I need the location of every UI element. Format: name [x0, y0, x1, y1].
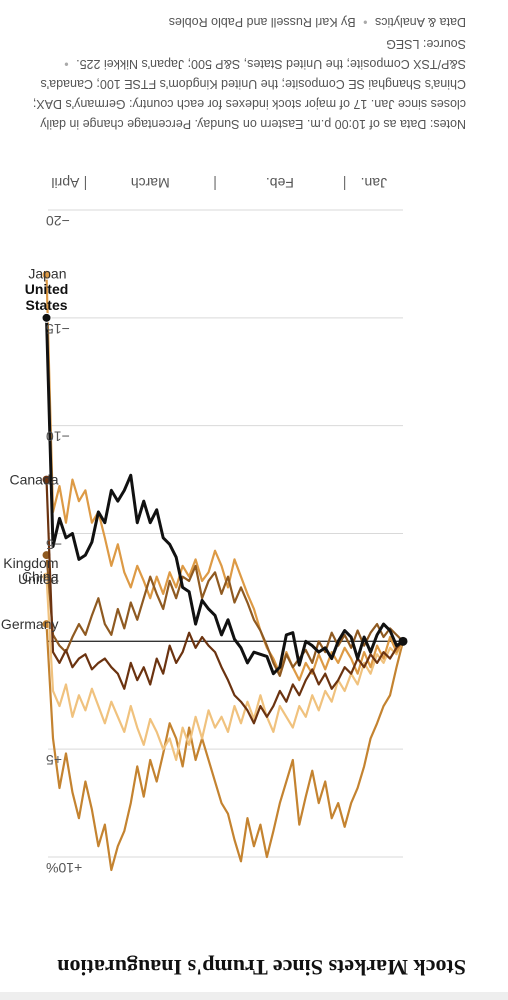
- x-tick-label: April: [51, 175, 79, 191]
- source-text: Source: LSEG: [386, 37, 466, 51]
- series-line-canada: [45, 478, 405, 725]
- series-end-dot: [41, 269, 52, 280]
- chart-credit: Data & Analytics • By Karl Russell and P…: [26, 12, 466, 32]
- notes-text: Notes: Data as of 10:00 p.m. Eastern on …: [32, 57, 466, 131]
- x-tick-label: March: [131, 175, 170, 191]
- y-tick-label: +10%: [46, 860, 82, 876]
- y-tick-label: −10: [46, 429, 70, 445]
- axis-labels: +10% +5 −5 −10 −15 −20 Jan. Feb. March April: [46, 175, 387, 876]
- y-tick-label: −15: [46, 321, 70, 337]
- credit-org: Data & Analytics: [374, 15, 466, 29]
- series-lines: [41, 269, 408, 872]
- series-start-dot: [398, 636, 408, 646]
- series-line-china: [45, 575, 405, 762]
- series-end-dot: [41, 312, 52, 323]
- grid-lines: [48, 209, 403, 858]
- credit-byline: By Karl Russell and Pablo Robles: [168, 15, 356, 29]
- chart-notes: Notes: Data as of 10:00 p.m. Eastern on …: [26, 34, 466, 134]
- separator-dot: •: [363, 15, 368, 29]
- x-tick-label: Jan.: [361, 175, 387, 191]
- series-label: United: [18, 571, 58, 587]
- series-line-japan: [45, 273, 405, 682]
- series-label: Kingdom: [3, 555, 58, 571]
- y-tick-label: +5: [46, 752, 62, 768]
- series-label: Japan: [28, 266, 66, 282]
- series-label: China: [22, 569, 59, 585]
- y-tick-label: −20: [46, 213, 70, 229]
- x-tick-label: Feb.: [266, 175, 294, 191]
- series-label: Germany: [1, 616, 59, 632]
- separator-dot: •: [64, 57, 69, 71]
- series-line-united-states: [45, 316, 405, 676]
- y-tick-label: −5: [46, 537, 62, 553]
- series-line-united-kingdom: [45, 553, 405, 677]
- series-label: States: [26, 297, 68, 313]
- series-label: United: [25, 281, 69, 297]
- series-label: Canada: [9, 472, 58, 488]
- series-line-germany: [45, 622, 405, 872]
- series-labels: GermanyChinaJapanUnitedKingdomCanadaUnit…: [1, 266, 68, 632]
